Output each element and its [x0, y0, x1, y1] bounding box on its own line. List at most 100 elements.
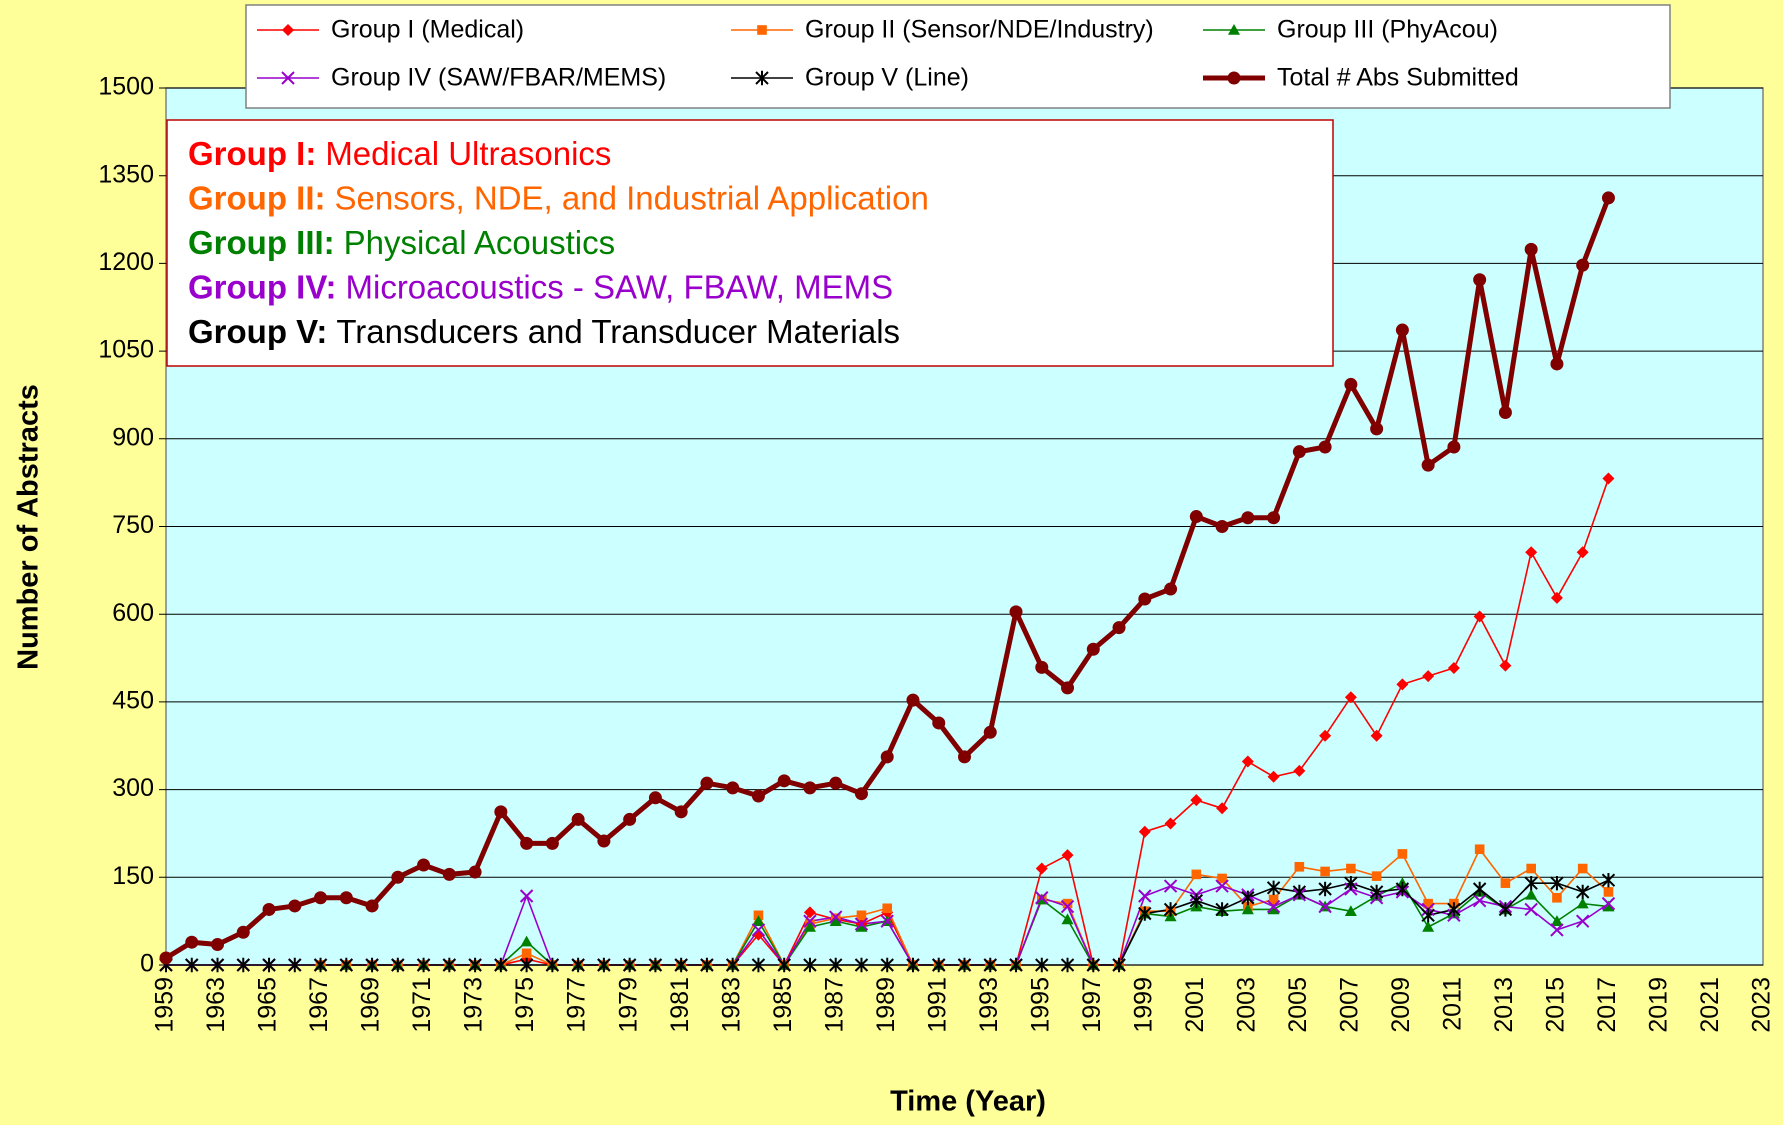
marker: [854, 787, 868, 801]
marker: [1550, 923, 1564, 937]
marker: [1318, 440, 1332, 454]
annotation-text: Sensors, NDE, and Industrial Application: [334, 179, 928, 216]
marker: [932, 957, 946, 973]
legend-marker: [755, 70, 769, 86]
marker: [1061, 681, 1075, 695]
marker: [1191, 869, 1202, 880]
legend-marker: [282, 24, 294, 36]
annotation: Group V: Transducers and Transducer Mater…: [188, 313, 900, 350]
marker: [725, 957, 740, 973]
marker: [1268, 894, 1279, 905]
marker: [545, 957, 560, 973]
x-tick-label: 1969: [357, 977, 385, 1033]
marker: [1163, 902, 1178, 917]
marker: [288, 899, 302, 913]
marker: [1498, 405, 1512, 419]
marker: [880, 914, 894, 928]
marker: [313, 957, 328, 973]
marker: [1138, 592, 1152, 606]
x-tick-label: 2021: [1696, 977, 1724, 1033]
x-tick-label: 1963: [202, 977, 230, 1033]
marker: [1421, 458, 1435, 472]
marker: [236, 925, 250, 939]
marker: [1550, 875, 1564, 891]
marker: [468, 865, 482, 879]
x-tick-label: 1997: [1078, 977, 1106, 1033]
marker: [1241, 890, 1255, 905]
annotation-box: [166, 119, 1334, 367]
marker: [1241, 755, 1254, 768]
annotation-text: Physical Acoustics: [344, 224, 615, 261]
y-tick-label: 300: [112, 774, 154, 802]
marker: [519, 957, 534, 973]
y-tick-label: 600: [112, 599, 154, 627]
marker: [882, 903, 893, 914]
x-tick-label: 2023: [1748, 977, 1776, 1033]
marker: [829, 776, 843, 790]
marker: [856, 910, 867, 921]
marker: [880, 750, 894, 764]
marker: [1447, 902, 1461, 917]
x-tick-label: 1975: [511, 977, 539, 1033]
marker: [1370, 729, 1383, 742]
marker: [1189, 893, 1204, 908]
y-tick-label: 1500: [98, 73, 154, 101]
annotation-text: Microacoustics - SAW, FBAW, MEMS: [346, 268, 894, 305]
marker: [1550, 357, 1564, 371]
x-tick-label: 1971: [408, 977, 436, 1033]
marker: [1575, 914, 1590, 928]
marker: [1293, 764, 1306, 777]
marker: [1422, 670, 1435, 683]
marker: [1217, 873, 1227, 884]
y-tick-label: 1350: [98, 160, 154, 188]
marker: [1602, 900, 1615, 912]
marker: [751, 923, 766, 937]
marker: [1060, 899, 1075, 914]
marker: [185, 935, 199, 949]
marker: [1395, 323, 1409, 337]
legend-label: Group III (PhyAcou): [1277, 16, 1498, 44]
marker: [1575, 884, 1590, 900]
marker: [829, 915, 842, 926]
marker: [1499, 659, 1512, 672]
marker: [391, 870, 405, 884]
marker: [674, 805, 688, 819]
x-tick-label: 1991: [923, 977, 951, 1033]
annotation-label: Group II:: [188, 179, 325, 216]
marker: [545, 836, 559, 850]
marker: [1267, 511, 1281, 525]
marker: [1601, 896, 1616, 911]
marker: [1060, 957, 1075, 973]
marker: [1164, 817, 1177, 830]
marker: [1138, 889, 1152, 903]
marker: [185, 957, 199, 973]
x-tick-label: 1965: [254, 977, 282, 1033]
y-tick-label: 0: [140, 950, 154, 978]
marker: [339, 891, 353, 905]
marker: [468, 957, 482, 973]
y-tick-label: 1050: [98, 336, 154, 364]
annotation-label: Group IV:: [188, 268, 337, 305]
marker: [1371, 871, 1382, 881]
marker: [210, 957, 225, 973]
marker: [983, 725, 997, 739]
x-axis-title: Time (Year): [890, 1086, 1046, 1118]
annotation: Group II: Sensors, NDE, and Industrial Ap…: [188, 179, 929, 216]
marker: [365, 957, 379, 973]
x-tick-label: 1983: [717, 977, 745, 1033]
marker: [906, 693, 920, 707]
legend-marker: [1227, 71, 1241, 85]
marker: [262, 902, 276, 916]
marker: [1498, 902, 1513, 917]
marker: [1550, 915, 1563, 926]
marker: [1576, 546, 1589, 559]
marker: [288, 957, 302, 973]
annotation-label: Group V:: [188, 313, 327, 350]
marker: [365, 899, 379, 913]
marker: [1524, 902, 1538, 917]
marker: [1009, 957, 1023, 973]
marker: [339, 957, 354, 973]
marker: [1552, 892, 1562, 903]
x-tick-label: 1989: [872, 977, 900, 1033]
